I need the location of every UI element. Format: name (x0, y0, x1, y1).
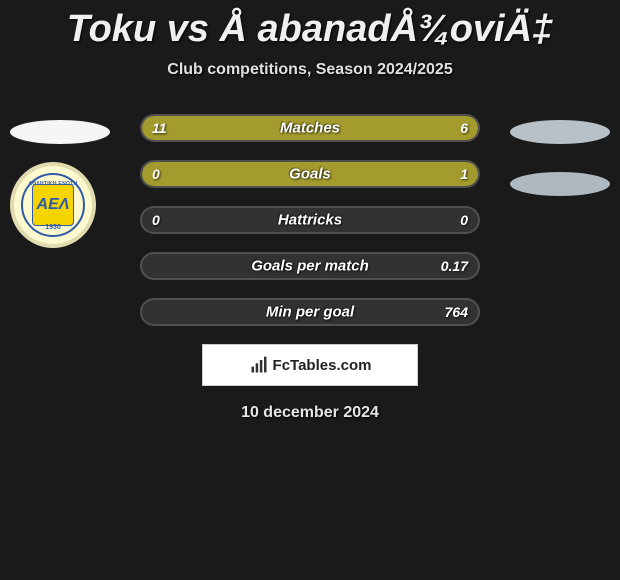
date-text: 10 december 2024 (0, 404, 620, 422)
stat-value-right: 0.17 (441, 258, 468, 274)
stat-row-goals: 0 Goals 1 (140, 160, 480, 188)
stat-label: Goals (289, 166, 331, 183)
club-crest-icon: ΑΘΛΗΤΙΚΗ ΕΝΩΣΗ ΑΕΛ 1930 (10, 162, 96, 248)
stat-label: Goals per match (251, 258, 369, 275)
crest-inner: ΑΘΛΗΤΙΚΗ ΕΝΩΣΗ ΑΕΛ 1930 (21, 173, 85, 237)
branding-box: FcTables.com (202, 344, 418, 386)
crest-top-text: ΑΘΛΗΤΙΚΗ ΕΝΩΣΗ (29, 181, 78, 187)
stat-label: Min per goal (266, 304, 354, 321)
stats-panel: 11 Matches 6 0 Goals 1 0 Hattricks 0 Goa… (140, 114, 480, 326)
stat-value-left: 11 (152, 120, 167, 136)
page-title: Toku vs Å abanadÅ¾oviÄ‡ (0, 0, 620, 51)
stat-row-goals-per-match: Goals per match 0.17 (140, 252, 480, 280)
stat-value-right: 764 (445, 304, 468, 320)
stat-row-matches: 11 Matches 6 (140, 114, 480, 142)
brand-text: FcTables.com (273, 357, 372, 374)
crest-abbrev: ΑΕΛ (32, 184, 74, 226)
left-team-badge-area: ΑΘΛΗΤΙΚΗ ΕΝΩΣΗ ΑΕΛ 1930 (10, 120, 110, 248)
chart-icon (249, 355, 269, 375)
ellipse-placeholder-icon (510, 172, 610, 196)
stat-label: Matches (280, 120, 340, 137)
ellipse-placeholder-icon (510, 120, 610, 144)
brand-inner: FcTables.com (249, 355, 372, 375)
stat-value-left: 0 (152, 212, 160, 228)
subtitle: Club competitions, Season 2024/2025 (0, 61, 620, 79)
stat-value-right: 0 (460, 212, 468, 228)
crest-year: 1930 (45, 224, 61, 231)
infographic-container: Toku vs Å abanadÅ¾oviÄ‡ Club competition… (0, 0, 620, 580)
stat-row-min-per-goal: Min per goal 764 (140, 298, 480, 326)
stat-label: Hattricks (278, 212, 342, 229)
stat-value-right: 6 (460, 120, 468, 136)
right-team-badge-area (510, 120, 610, 196)
stat-value-left: 0 (152, 166, 160, 182)
stat-row-hattricks: 0 Hattricks 0 (140, 206, 480, 234)
ellipse-placeholder-icon (10, 120, 110, 144)
stat-value-right: 1 (460, 166, 468, 182)
